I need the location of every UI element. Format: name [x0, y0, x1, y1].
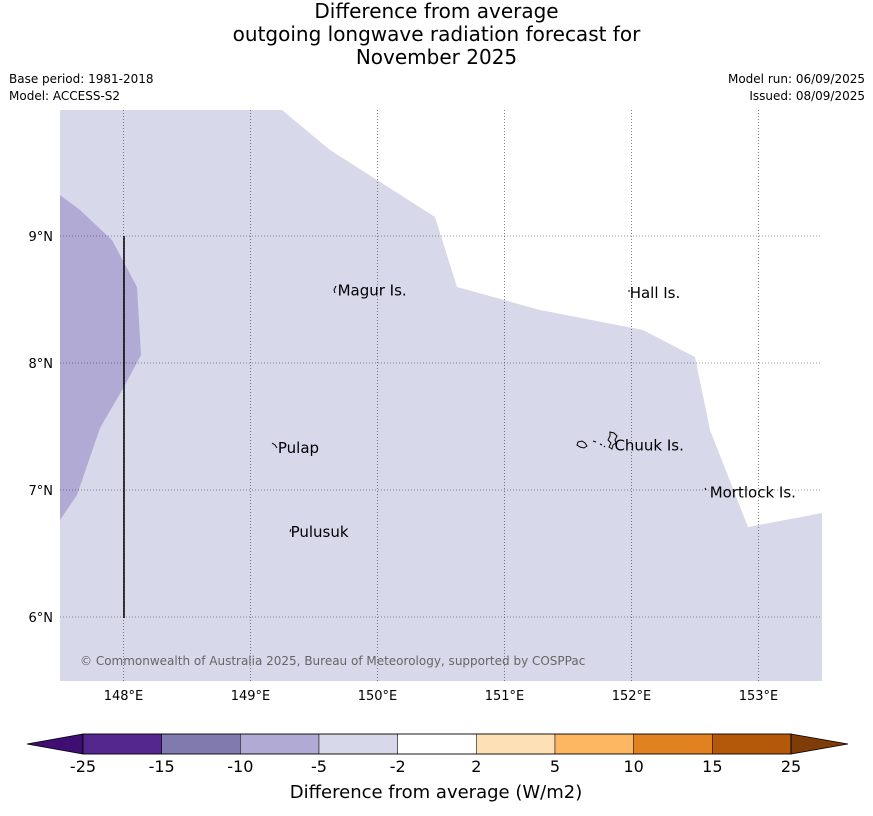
mortlock-island-shape — [704, 487, 707, 491]
colorbar-tick-label: -25 — [70, 757, 96, 776]
place-label: Mortlock Is. — [710, 484, 796, 502]
colorbar-segment — [633, 733, 713, 755]
colorbar-tick-label: 15 — [702, 757, 722, 776]
place-label: Pulap — [278, 439, 319, 457]
colorbar-segment — [82, 733, 162, 755]
place-label: Pulusuk — [291, 523, 349, 541]
title-line-1: Difference from average — [314, 0, 559, 23]
colorbar-frame — [82, 733, 792, 755]
lon-tick-label: 149°E — [231, 689, 271, 704]
anomaly-region-minus10-minus5 — [60, 195, 141, 520]
lat-tick-label: 9°N — [29, 230, 54, 245]
axis-labels: 148°E 149°E 150°E 151°E 152°E 153°E 9°N 8°N 7°N 6… — [29, 230, 779, 704]
colorbar-segment — [476, 733, 556, 755]
meta-right: Model run: 06/09/2025 Issued: 08/09/2025 — [728, 71, 865, 105]
island-outlines — [271, 285, 707, 533]
model-text: Model: ACCESS-S2 — [9, 89, 121, 103]
map-plot-area: Magur Is. Hall Is. Pulap Chuuk Is. Mortlock … — [60, 110, 822, 681]
colorbar-segment — [240, 733, 320, 755]
lon-tick-label: 150°E — [358, 689, 398, 704]
colorbar-low-arrow — [26, 733, 84, 755]
issued-text: Issued: 08/09/2025 — [749, 89, 865, 103]
anomaly-region-minus5-minus2 — [60, 110, 822, 681]
colorbar-tick-label: -5 — [311, 757, 327, 776]
place-label: Chuuk Is. — [614, 437, 683, 455]
colorbar-tick-label: -15 — [149, 757, 175, 776]
pulap-island-shape — [271, 442, 278, 449]
colorbar-tick-label: 25 — [781, 757, 801, 776]
colorbar: -25 -15 -10 -5 -2 2 5 10 15 25 — [26, 733, 849, 776]
place-label: Hall Is. — [630, 284, 681, 302]
base-period-text: Base period: 1981-2018 — [9, 72, 154, 86]
model-run-text: Model run: 06/09/2025 — [727, 72, 865, 86]
colorbar-tick-label: -10 — [227, 757, 253, 776]
title-line-3: November 2025 — [355, 45, 518, 69]
lat-tick-label: 8°N — [29, 357, 54, 372]
magur-island-shape — [333, 285, 337, 294]
colorbar-tick-label: 5 — [550, 757, 560, 776]
meta-left: Base period: 1981-2018 Model: ACCESS-S2 — [9, 71, 154, 105]
lon-tick-label: 153°E — [739, 689, 779, 704]
lon-tick-label: 151°E — [485, 689, 525, 704]
lon-tick-label: 148°E — [104, 689, 144, 704]
colorbar-tick-label: -2 — [390, 757, 406, 776]
map-title: Difference from average outgoing longwav… — [0, 0, 873, 69]
colorbar-tick-label: 10 — [623, 757, 643, 776]
chuuk-lagoon-shape — [576, 431, 618, 450]
colorbar-high-arrow — [790, 733, 849, 755]
colorbar-tick-label: 2 — [471, 757, 481, 776]
lon-tick-label: 152°E — [612, 689, 652, 704]
colorbar-segment — [712, 733, 792, 755]
copyright-text: © Commonwealth of Australia 2025, Bureau… — [80, 654, 585, 668]
colorbar-segment — [318, 733, 398, 755]
pulusuk-island-shape — [289, 528, 292, 533]
place-labels: Magur Is. Hall Is. Pulap Chuuk Is. Mortlock … — [278, 282, 796, 541]
lat-tick-label: 7°N — [29, 484, 54, 499]
colorbar-segment — [554, 733, 634, 755]
colorbar-label: Difference from average (W/m2) — [290, 782, 582, 803]
colorbar-segment — [397, 733, 477, 755]
lat-tick-label: 6°N — [29, 611, 54, 626]
title-line-2: outgoing longwave radiation forecast for — [232, 22, 641, 46]
place-label: Magur Is. — [338, 282, 407, 300]
colorbar-segment — [161, 733, 241, 755]
